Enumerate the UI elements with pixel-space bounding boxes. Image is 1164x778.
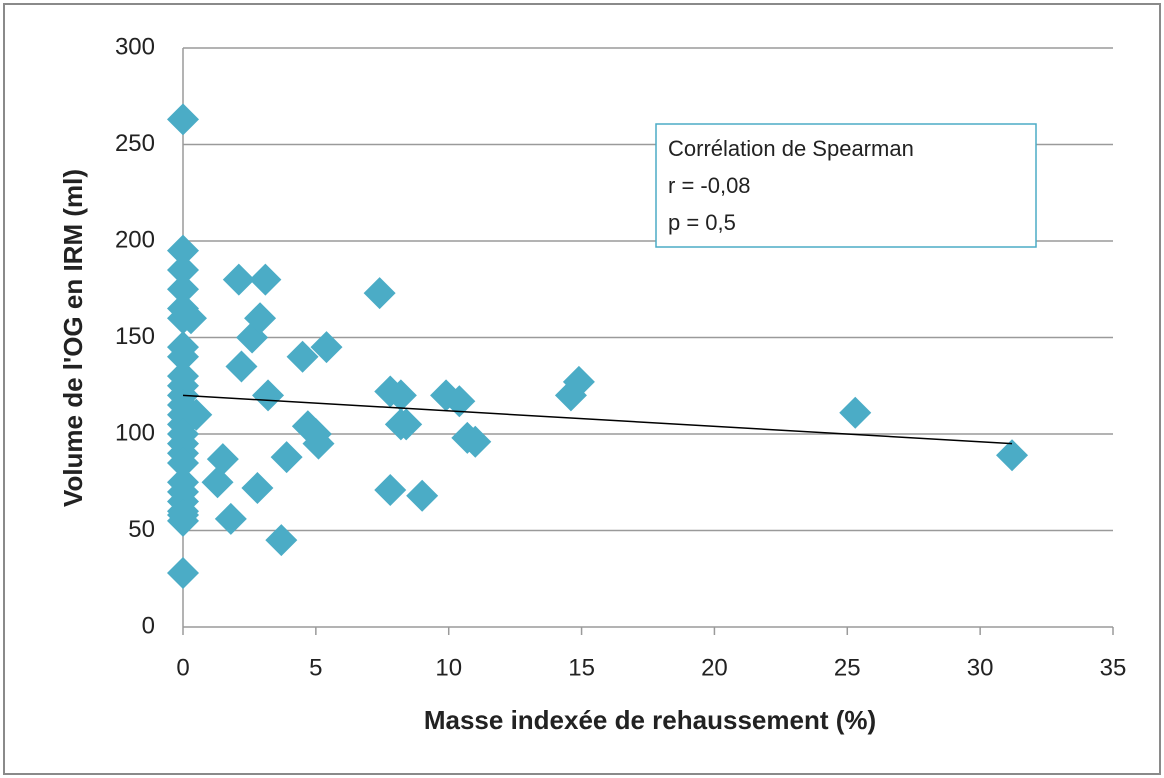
annotation-text: r = -0,08: [668, 173, 751, 198]
point: [996, 439, 1029, 472]
point: [167, 504, 199, 537]
point: [302, 427, 335, 460]
point: [241, 472, 274, 505]
point: [244, 302, 277, 335]
point: [459, 425, 492, 458]
x-tick-label: 5: [309, 654, 322, 681]
point: [167, 340, 199, 373]
point: [443, 385, 476, 418]
annotation-box: [655, 123, 1037, 248]
point: [363, 277, 396, 310]
point: [167, 234, 199, 267]
annotation-text: p = 0,5: [668, 210, 736, 235]
point: [406, 479, 439, 512]
point: [180, 398, 213, 431]
point: [384, 379, 417, 412]
point: [270, 441, 303, 474]
x-tick-label: 30: [967, 654, 994, 681]
point: [390, 408, 423, 441]
y-tick-label: 200: [115, 226, 155, 253]
point: [310, 331, 343, 364]
y-tick-label: 300: [115, 33, 155, 60]
annotation-text: Corrélation de Spearman: [668, 136, 914, 161]
x-tick-label: 0: [176, 654, 189, 681]
point: [174, 302, 207, 335]
y-tick-label: 50: [128, 516, 155, 543]
point: [167, 273, 199, 306]
point: [265, 524, 298, 557]
point: [201, 466, 234, 499]
point: [222, 263, 255, 296]
x-tick-label: 35: [1100, 654, 1127, 681]
point: [167, 556, 199, 589]
point: [167, 253, 199, 286]
point: [214, 502, 247, 535]
y-tick-label: 150: [115, 323, 155, 350]
point: [167, 103, 199, 136]
x-tick-label: 10: [435, 654, 462, 681]
point: [839, 396, 872, 429]
x-tick-label: 15: [568, 654, 595, 681]
point: [167, 446, 199, 479]
point: [225, 350, 258, 383]
y-tick-label: 0: [142, 612, 155, 639]
point: [249, 263, 282, 296]
point: [286, 340, 319, 373]
point: [236, 321, 269, 354]
y-axis-label: Volume de l'OG en IRM (ml): [58, 169, 88, 507]
point: [252, 379, 285, 412]
x-axis-label: Masse indexée de rehaussement (%): [424, 705, 876, 735]
y-tick-label: 250: [115, 130, 155, 157]
point: [206, 443, 239, 476]
y-tick-label: 100: [115, 419, 155, 446]
x-tick-label: 20: [701, 654, 728, 681]
trendline: [182, 394, 1013, 445]
point: [374, 473, 407, 506]
point: [562, 365, 595, 398]
x-tick-label: 25: [834, 654, 861, 681]
